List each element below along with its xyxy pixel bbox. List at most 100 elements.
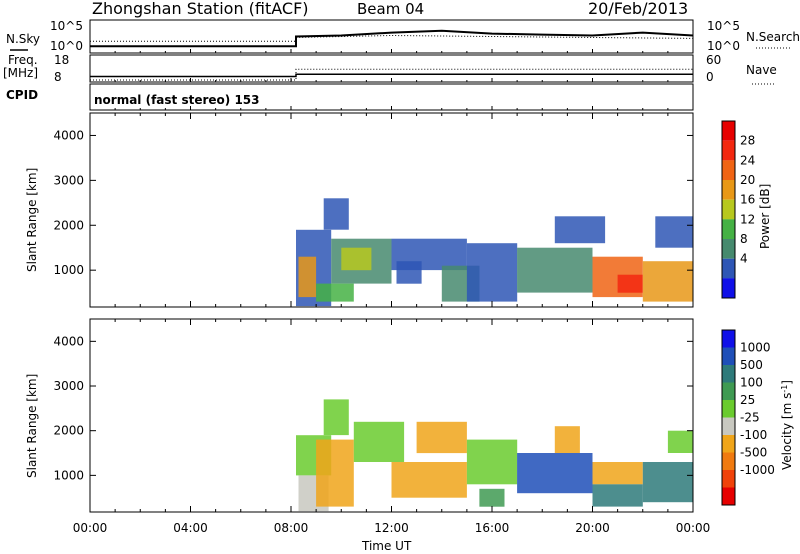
ytick-label: 4000 <box>53 128 84 142</box>
power-cbar-frame <box>721 120 736 299</box>
station-title: Zhongshan Station (fitACF) <box>92 0 309 18</box>
velocity-region-8 <box>479 488 505 507</box>
vel-cbar-swatch-6 <box>722 435 735 453</box>
velocity-region-13 <box>642 462 694 503</box>
ytick-label: 3000 <box>53 173 84 187</box>
mode-label: normal (fast stereo) 153 <box>94 93 260 107</box>
noise-tick-left-high: 10^5 <box>50 19 83 33</box>
freq-panel-frame <box>89 54 694 83</box>
ytick-label: 4000 <box>53 334 84 348</box>
velocity-region-6 <box>416 421 467 454</box>
power-cbar-tick: 24 <box>740 153 755 167</box>
power-cbar-tick: 4 <box>740 252 748 266</box>
velocity-region-5 <box>391 462 467 498</box>
power-region-3 <box>316 283 354 302</box>
beam-label: Beam 04 <box>357 0 424 18</box>
vel-cbar-swatch-7 <box>722 452 735 470</box>
velocity-region-4 <box>353 421 405 462</box>
vel-cbar-swatch-4 <box>722 400 735 418</box>
velocity-cbar-tick: -500 <box>740 446 767 460</box>
freq-label: Freq. <box>8 53 38 67</box>
cpid-panel-frame <box>89 83 694 111</box>
power-region-2 <box>298 256 317 298</box>
ytick-label: 2000 <box>53 424 84 438</box>
velocity-cbar-tick: 500 <box>740 358 763 372</box>
power-cbar-swatch-7 <box>722 258 735 279</box>
power-region-14 <box>642 261 694 302</box>
vel-cbar-swatch-3 <box>722 382 735 400</box>
velocity-cbar-tick: 100 <box>740 376 763 390</box>
vel-cbar-swatch-2 <box>722 365 735 383</box>
power-cbar-swatch-6 <box>722 239 735 259</box>
vel-cbar-swatch-8 <box>722 470 735 488</box>
power-ylabel: Slant Range [km] <box>25 168 39 272</box>
power-region-13 <box>617 274 643 293</box>
power-cbar-swatch-0 <box>722 121 735 141</box>
nave-tick-high: 60 <box>706 53 721 67</box>
velocity-region-7 <box>466 439 518 485</box>
velocity-axes: 1000 2000 3000 4000 00:00 04:00 08:00 12:00 16:0… <box>53 319 710 535</box>
power-region-10 <box>517 247 593 293</box>
xtick-label: 00:00 <box>676 521 711 535</box>
velocity-region-10 <box>554 426 580 453</box>
power-cbar-tick: 8 <box>740 232 748 246</box>
xtick-label: 00:00 <box>73 521 108 535</box>
freq-unit-label: [MHz] <box>3 66 38 80</box>
velocity-cbar-tick: -1000 <box>740 463 775 477</box>
xtick-label: 12:00 <box>374 521 409 535</box>
freq-tick-high: 18 <box>54 53 69 67</box>
freq-tick-low: 8 <box>54 70 62 84</box>
nave-tick-low: 0 <box>706 70 714 84</box>
vel-cbar-frame <box>721 329 736 506</box>
nsky-label: N.Sky <box>6 32 40 46</box>
noise-panel-frame <box>89 19 694 54</box>
ytick-label: 1000 <box>53 468 84 482</box>
power-cbar-swatch-5 <box>722 219 735 239</box>
velocity-cbar-tick: 25 <box>740 393 755 407</box>
power-cbar-tick: 28 <box>740 134 755 148</box>
power-colorbar-label: Power [dB] <box>758 184 772 249</box>
ytick-label: 2000 <box>53 218 84 232</box>
power-cbar-swatch-8 <box>722 278 735 298</box>
power-axes: 1000 2000 3000 4000 <box>53 113 694 307</box>
power-region-5 <box>341 247 372 271</box>
power-cbar-swatch-4 <box>722 199 735 220</box>
velocity-cbar-tick: -25 <box>740 411 760 425</box>
xtick-label: 20:00 <box>575 521 610 535</box>
velocity-cbar-tick: 1000 <box>740 341 771 355</box>
vel-cbar-swatch-5 <box>722 417 735 435</box>
time-axis-label: Time UT <box>361 539 412 553</box>
vel-cbar-swatch-0 <box>722 330 735 348</box>
freq-line <box>90 73 693 78</box>
power-cbar-swatch-3 <box>722 180 735 200</box>
vel-cbar-swatch-1 <box>722 347 735 365</box>
velocity-heatmap <box>296 399 694 512</box>
power-region-4 <box>323 198 349 230</box>
velocity-cbar-tick: -100 <box>740 428 767 442</box>
power-cbar-tick: 16 <box>740 193 755 207</box>
power-cbar-swatch-2 <box>722 160 735 180</box>
xtick-label: 16:00 <box>475 521 510 535</box>
noise-series <box>89 29 694 110</box>
velocity-region-3 <box>323 399 349 436</box>
nave-label: Nave <box>746 63 777 77</box>
power-heatmap <box>296 198 694 307</box>
ytick-label: 3000 <box>53 379 84 393</box>
noise-line-n-search <box>90 34 694 42</box>
nsearch-label: N.Search <box>746 30 800 44</box>
power-region-15 <box>655 216 693 248</box>
ytick-label: 1000 <box>53 263 84 277</box>
date-label: 20/Feb/2013 <box>588 0 688 18</box>
noise-line-n-sky <box>90 29 694 48</box>
velocity-ylabel: Slant Range [km] <box>25 374 39 478</box>
power-region-9 <box>466 243 518 302</box>
noise-tick-right-high: 10^5 <box>707 19 740 33</box>
freq-series <box>90 68 693 81</box>
noise-tick-right-low: 10^0 <box>707 39 740 53</box>
velocity-region-14 <box>667 430 693 453</box>
power-cbar-swatch-1 <box>722 140 735 161</box>
noise-tick-left-low: 10^0 <box>50 39 83 53</box>
xtick-label: 08:00 <box>274 521 309 535</box>
power-region-11 <box>554 216 606 244</box>
